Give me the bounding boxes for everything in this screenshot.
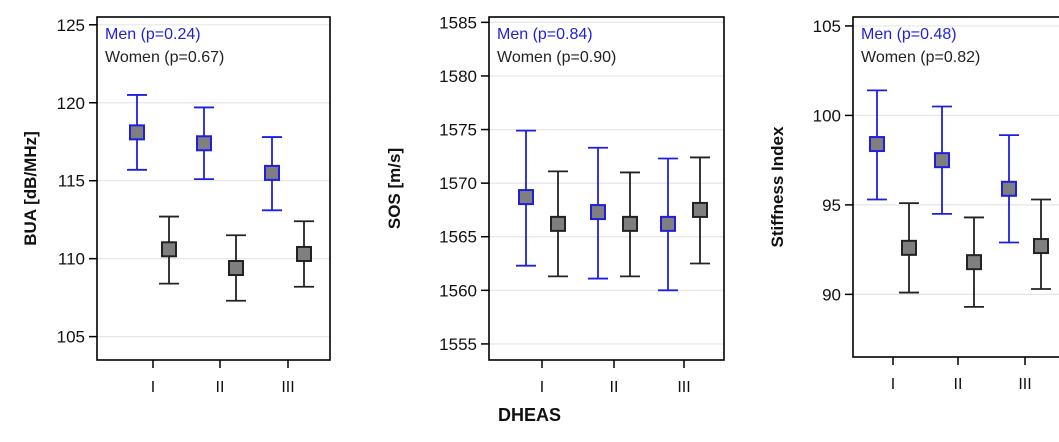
legend-entry-women: Women (p=0.90) bbox=[497, 49, 616, 66]
men-mean-marker bbox=[934, 152, 950, 169]
x-tick-label: II bbox=[610, 379, 619, 396]
x-tick-label: III bbox=[677, 379, 690, 396]
y-tick-label: 100 bbox=[813, 106, 841, 125]
y-tick-label: 1560 bbox=[439, 281, 477, 300]
y-tick-label: 105 bbox=[813, 17, 841, 36]
x-tick-label: I bbox=[540, 379, 544, 396]
y-tick-label: 1555 bbox=[439, 335, 477, 354]
plot-area bbox=[127, 94, 314, 302]
women-mean-marker bbox=[550, 215, 566, 232]
plot-area bbox=[516, 129, 710, 292]
y-axis-label: BUA [dB/MHz] bbox=[21, 131, 40, 246]
y-tick-label: 110 bbox=[58, 250, 85, 269]
y-axis-label: SOS [m/s] bbox=[385, 148, 404, 229]
women-mean-marker bbox=[228, 260, 244, 277]
y-tick-label: 95 bbox=[822, 196, 841, 215]
y-tick-label: 115 bbox=[58, 172, 85, 191]
men-mean-marker bbox=[129, 124, 145, 141]
plot-frame bbox=[488, 16, 725, 361]
y-tick-label: 1575 bbox=[439, 121, 477, 140]
y-axis-label: Stiffness Index bbox=[768, 126, 787, 247]
women-mean-marker bbox=[622, 215, 638, 232]
x-tick-label: II bbox=[216, 379, 225, 396]
women-mean-marker bbox=[296, 245, 312, 262]
y-tick-label: 125 bbox=[57, 16, 85, 35]
shared-x-axis-label: DHEAS bbox=[497, 405, 561, 425]
y-tick-label: 120 bbox=[57, 94, 85, 113]
x-tick-label: I bbox=[891, 376, 895, 393]
legend-entry-men: Men (p=0.24) bbox=[105, 26, 201, 43]
legend-entry-women: Women (p=0.67) bbox=[105, 49, 224, 66]
women-mean-marker bbox=[1033, 238, 1049, 255]
legend-entry-men: Men (p=0.48) bbox=[861, 26, 957, 43]
y-tick-label: 1565 bbox=[439, 228, 477, 247]
plot-area bbox=[867, 89, 1051, 308]
plot-frame bbox=[852, 16, 1059, 358]
legend-entry-men: Men (p=0.84) bbox=[497, 26, 593, 43]
men-mean-marker bbox=[518, 189, 534, 206]
y-tick-label: 1570 bbox=[439, 174, 477, 193]
x-tick-label: III bbox=[281, 379, 294, 396]
plot-frame bbox=[96, 16, 331, 361]
x-tick-label: II bbox=[954, 376, 963, 393]
y-tick-label: 1580 bbox=[439, 67, 477, 86]
legend-entry-women: Women (p=0.82) bbox=[861, 49, 980, 66]
men-mean-marker bbox=[590, 204, 606, 221]
x-tick-label: I bbox=[151, 379, 155, 396]
men-mean-marker bbox=[869, 136, 885, 153]
women-mean-marker bbox=[692, 201, 708, 218]
women-mean-marker bbox=[966, 254, 982, 271]
y-tick-label: 1585 bbox=[439, 13, 477, 32]
y-tick-label: 90 bbox=[822, 285, 841, 304]
women-mean-marker bbox=[161, 241, 177, 258]
men-mean-marker bbox=[264, 164, 280, 181]
y-tick-label: 105 bbox=[57, 328, 85, 347]
men-mean-marker bbox=[196, 135, 212, 152]
women-mean-marker bbox=[901, 239, 917, 256]
men-mean-marker bbox=[1001, 180, 1017, 197]
x-tick-label: III bbox=[1018, 376, 1031, 393]
men-mean-marker bbox=[660, 215, 676, 232]
